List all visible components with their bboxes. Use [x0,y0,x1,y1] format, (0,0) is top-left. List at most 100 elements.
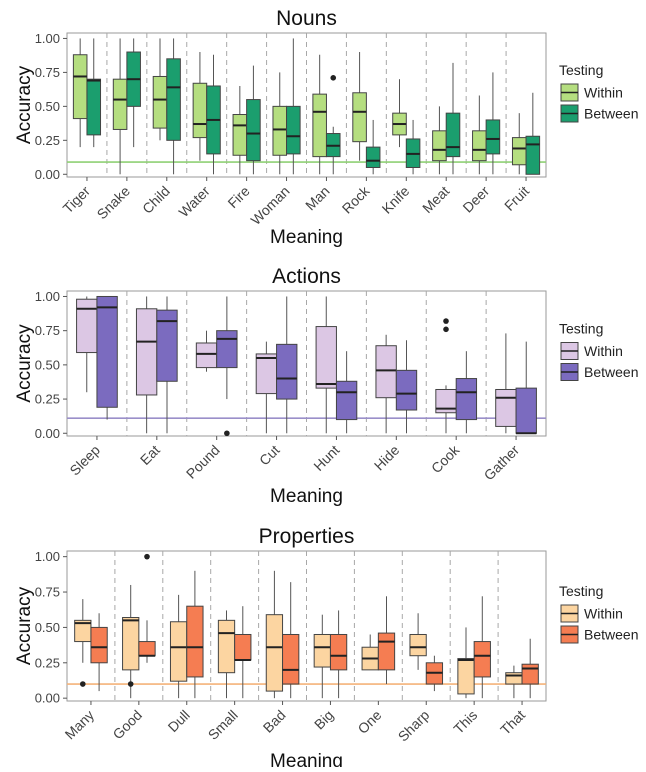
box-meat-between [445,62,461,175]
box-that-within [505,665,523,699]
series-between [96,295,537,437]
box-iqr [445,112,461,158]
x-tick-label: That [497,707,528,738]
box-cut-within [255,341,278,434]
series-within [74,570,523,699]
box-iqr [138,641,156,657]
x-tick-label: Bad [260,707,289,736]
box-bad-within [265,570,284,699]
x-tick-label: Man [302,183,333,214]
box-iqr [216,330,238,369]
box-fruit-between [525,92,541,175]
box-iqr [246,99,261,162]
x-tick-label: Dull [164,707,192,735]
box-rock-within [352,52,367,161]
box-small-between [234,606,252,699]
box-big-between [329,610,348,699]
box-snake-within [112,38,128,175]
box-iqr [234,633,252,661]
box-iqr [313,633,331,668]
x-tick-label: Many [62,707,98,743]
y-tick-label: 0.75 [35,323,60,338]
legend-title: Testing [559,583,603,599]
box-child-between [166,38,181,175]
box-iqr [485,119,501,155]
box-rock-between [365,119,381,175]
box-this-within [457,627,475,699]
box-that-between [521,638,539,699]
box-many-between [90,613,108,692]
box-man-within [312,54,327,175]
box-hunt-within [315,296,337,434]
box-child-within [152,38,168,141]
x-tick-label: Meat [419,183,452,216]
box-iqr [255,353,278,395]
box-iqr [365,146,381,168]
legend-item-between: Between [560,104,638,123]
box-dull-between [186,570,204,699]
y-axis-label: Accuracy [14,65,35,144]
legend-label: Within [584,85,623,101]
x-tick-label: Cook [428,441,463,476]
legend-title: Testing [559,62,603,78]
box-iqr [455,378,478,421]
box-iqr [315,326,337,389]
box-water-between [206,54,221,175]
box-iqr [192,82,208,139]
box-woman-between [286,38,301,175]
x-tick-label: Pound [183,442,223,482]
box-iqr [96,295,118,408]
box-fire-between [246,65,261,175]
box-eat-within [135,296,158,434]
legend: Testing Within Between [559,62,638,123]
x-tick-label: Woman [247,183,292,228]
box-iqr [152,75,168,129]
box-iqr [195,342,218,369]
box-iqr [217,619,236,674]
box-iqr [352,92,367,143]
box-iqr [432,130,447,162]
outlier-point [80,681,86,687]
x-tick-label: Hide [371,442,403,474]
y-tick-label: 1.00 [35,549,60,564]
box-iqr [166,58,181,141]
x-tick-label: Sharp [395,707,433,745]
x-tick-label: Snake [94,183,134,223]
x-tick-label: Hunt [310,442,342,474]
y-tick-label: 0.25 [35,655,60,670]
outlier-point [127,681,134,687]
outlier-point [144,553,150,560]
y-tick-label: 0.50 [35,99,60,114]
legend-label: Between [584,627,638,643]
x-tick-label: This [450,707,480,737]
box-water-within [192,52,208,161]
box-knife-within [392,79,407,148]
box-man-between [325,75,341,175]
box-iqr [515,387,537,434]
x-tick-label: One [354,707,384,737]
legend-item-within: Within [560,342,623,360]
series-within [76,296,517,434]
x-tick-label: Water [175,183,213,221]
x-tick-label: Fire [224,183,253,212]
box-iqr [472,130,487,162]
x-axis-label: Meaning [270,751,343,767]
y-tick-label: 0.50 [35,620,60,635]
legend-item-between: Between [560,363,638,381]
x-tick-label: Small [205,707,241,743]
box-iqr [525,135,541,175]
box-this-between [473,596,491,699]
legend: Testing Within Between [559,583,638,644]
y-tick-label: 0.75 [35,65,60,80]
box-iqr [286,105,301,155]
panel-actions: 0.00 0.25 0.50 0.75 1.00 Sleep Eat Pound Cut Hunt… [14,265,638,507]
chart-title: Properties [259,525,355,548]
box-fruit-within [511,113,527,175]
outlier-point [443,326,449,333]
x-tick-label: Rock [339,182,374,217]
box-iqr [329,633,348,671]
box-iqr [232,114,248,156]
box-iqr [377,632,396,671]
box-woman-within [272,72,288,175]
